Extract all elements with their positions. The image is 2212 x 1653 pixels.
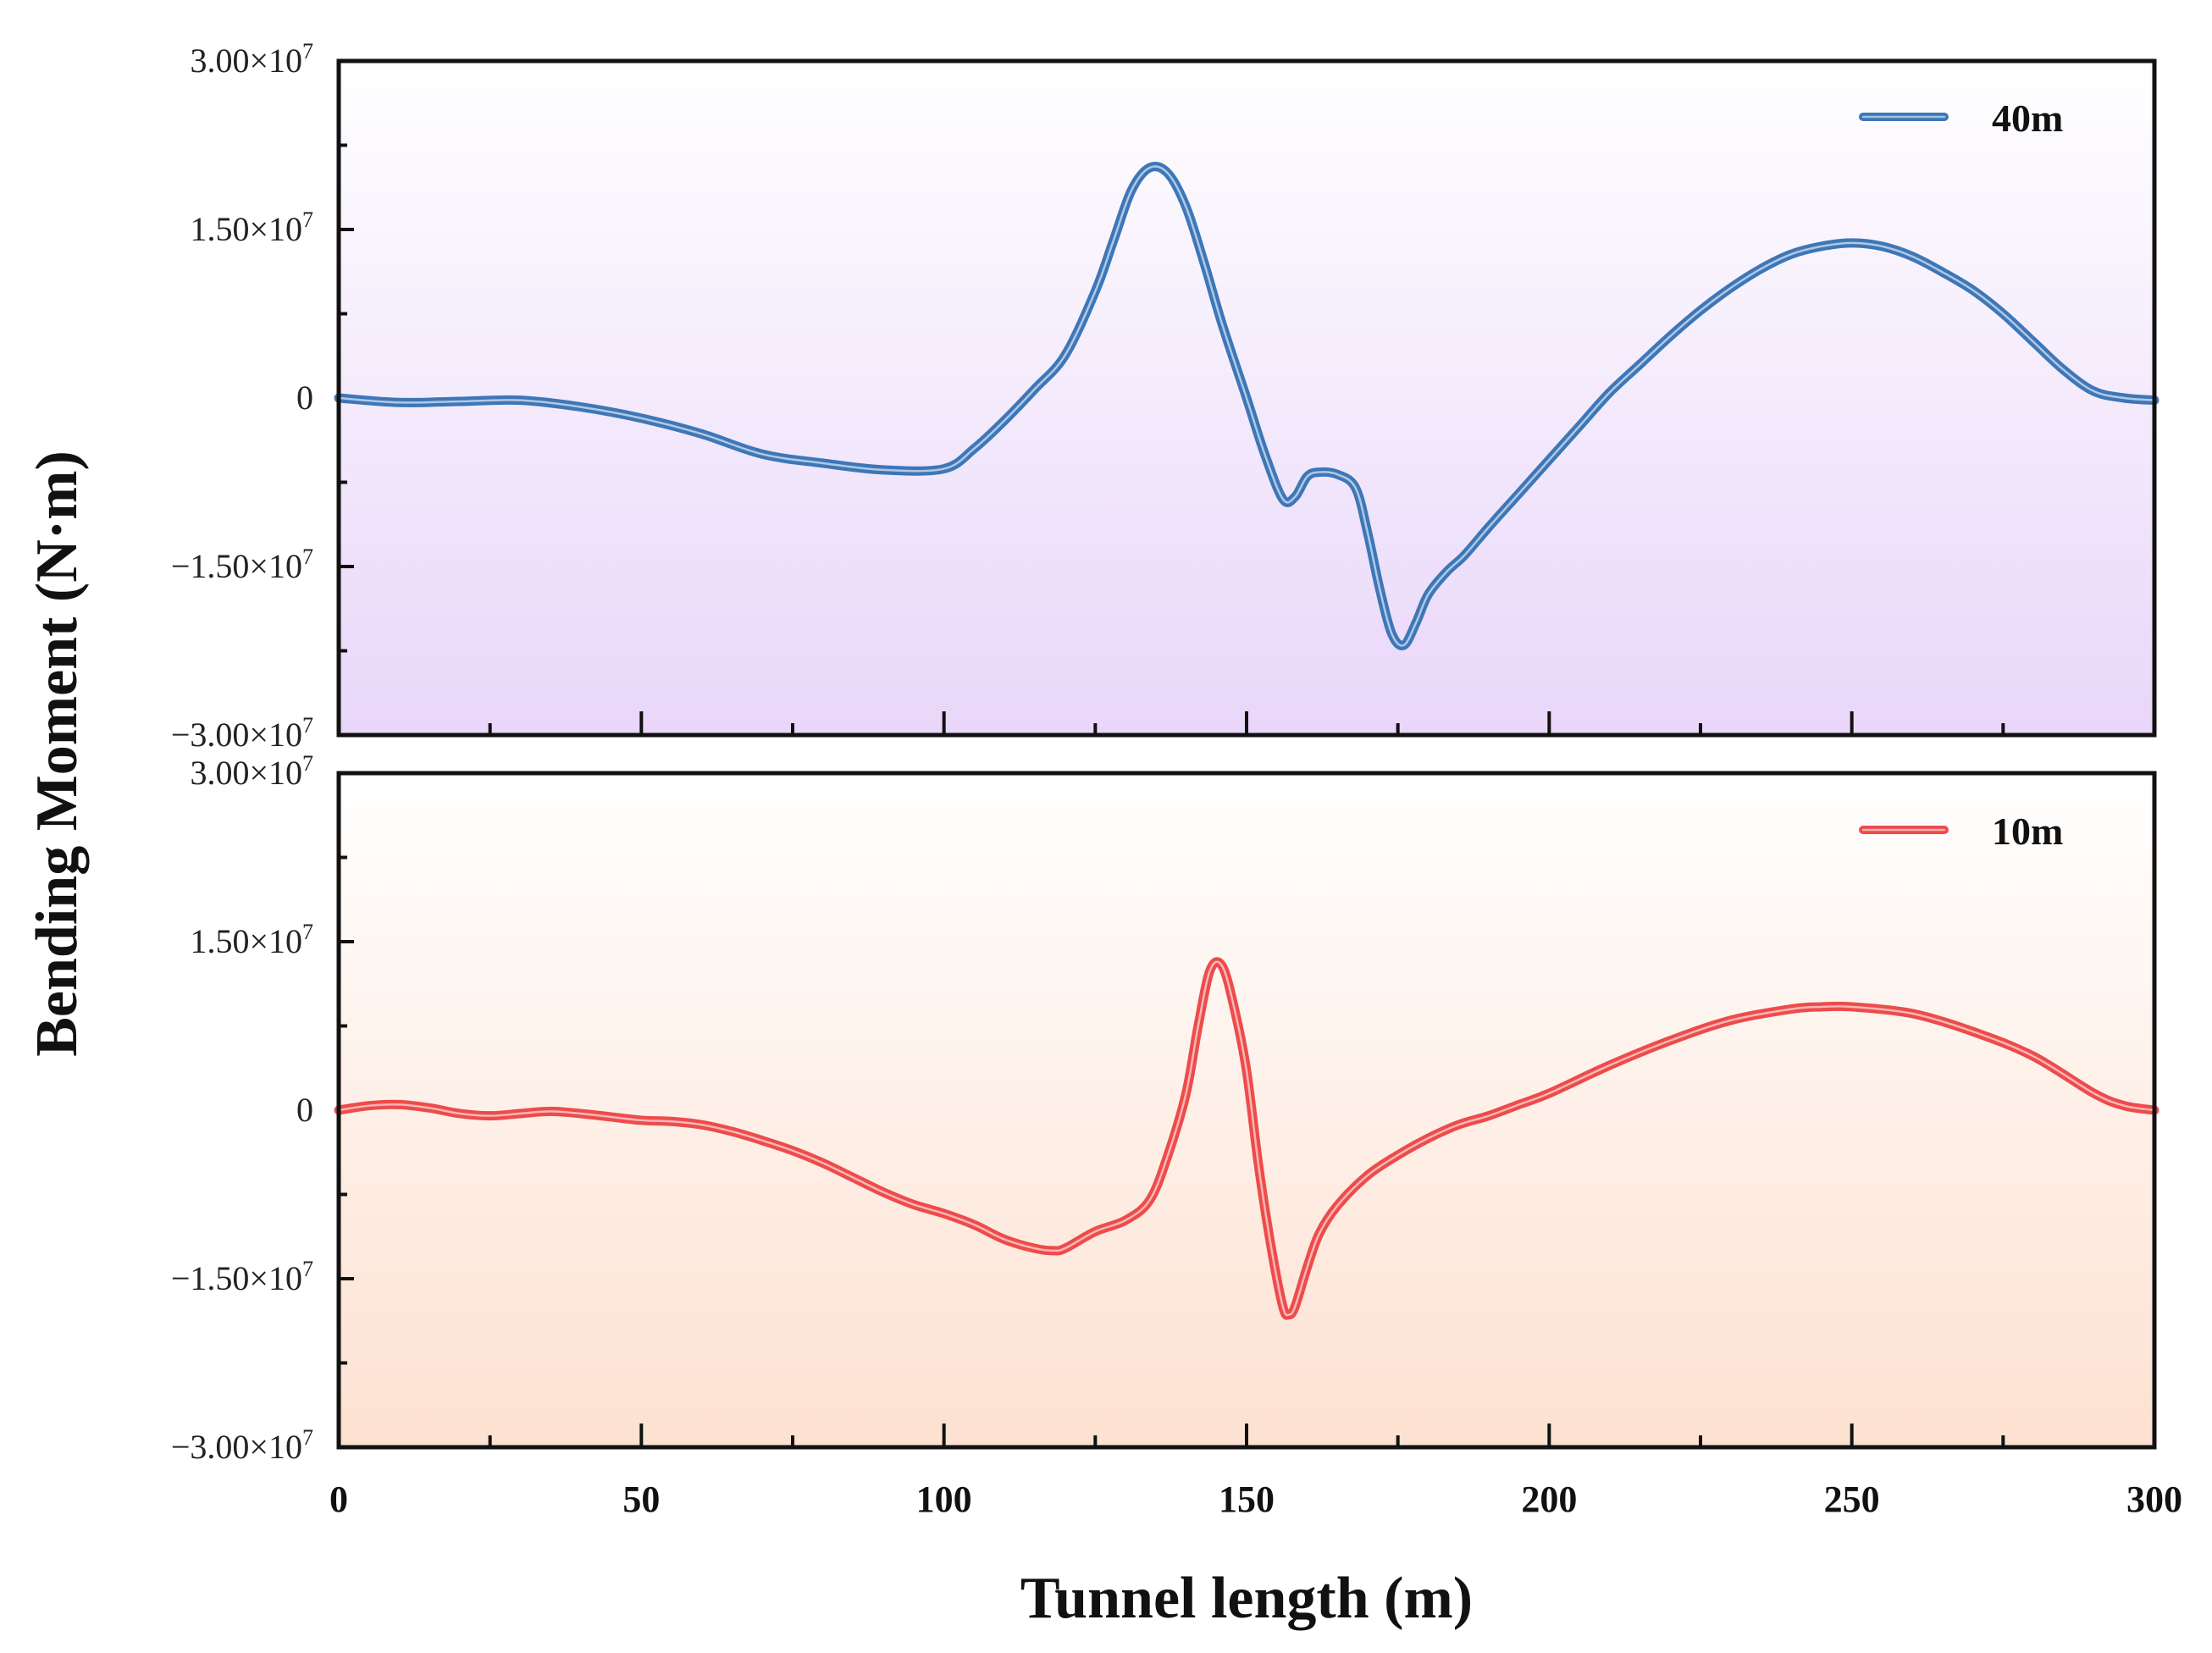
legend-bottom: 10m [1859, 810, 2063, 853]
y-tick-label: 0 [296, 379, 313, 417]
y-tick-label: 3.00×107 [190, 39, 313, 80]
plot-area-bottom [339, 773, 2154, 1447]
y-tick-label: −3.00×107 [171, 1425, 313, 1466]
legend-top: 40m [1859, 97, 2063, 140]
x-tick-label: 100 [916, 1479, 972, 1520]
y-tick-label: −1.50×107 [171, 1257, 313, 1297]
x-tick-labels: 0 50 100 150 200 250 300 [329, 1479, 2182, 1520]
y-tick-labels-bottom: −3.00×107 −1.50×107 0 1.50×107 3.00×107 [171, 751, 313, 1466]
y-axis-title: Bending Moment (N·m) [25, 451, 90, 1057]
plot-frame-top [336, 58, 2157, 738]
plot-frame-bottom [336, 771, 2157, 1450]
y-tick-label: 1.50×107 [190, 920, 313, 960]
y-tick-label: −1.50×107 [171, 545, 313, 585]
x-tick-label: 0 [329, 1479, 348, 1520]
series-line-40m-highlight [337, 165, 2156, 647]
series-line-10m-highlight [337, 960, 2156, 1317]
y-tick-label: 1.50×107 [190, 207, 313, 248]
x-axis-title: Tunnel length (m) [1020, 1566, 1473, 1631]
y-tick-label: 0 [296, 1091, 313, 1129]
legend-label-40m: 40m [1992, 97, 2063, 140]
series-bottom [334, 957, 2159, 1320]
panel-top: −3.00×107 −1.50×107 0 1.50×107 3.00×107 40m [171, 39, 2159, 754]
x-tick-label: 50 [622, 1479, 660, 1520]
legend-label-10m: 10m [1992, 810, 2063, 853]
panel-bottom: −3.00×107 −1.50×107 0 1.50×107 3.00×107 10m [171, 751, 2159, 1466]
y-tick-labels-top: −3.00×107 −1.50×107 0 1.50×107 3.00×107 [171, 39, 313, 754]
x-tick-label: 300 [2126, 1479, 2182, 1520]
x-tick-label: 150 [1219, 1479, 1275, 1520]
x-tick-label: 250 [1824, 1479, 1880, 1520]
x-tick-label: 200 [1521, 1479, 1577, 1520]
y-tick-label: 3.00×107 [190, 751, 313, 792]
series-top [334, 162, 2159, 650]
y-tick-label: −3.00×107 [171, 713, 313, 754]
